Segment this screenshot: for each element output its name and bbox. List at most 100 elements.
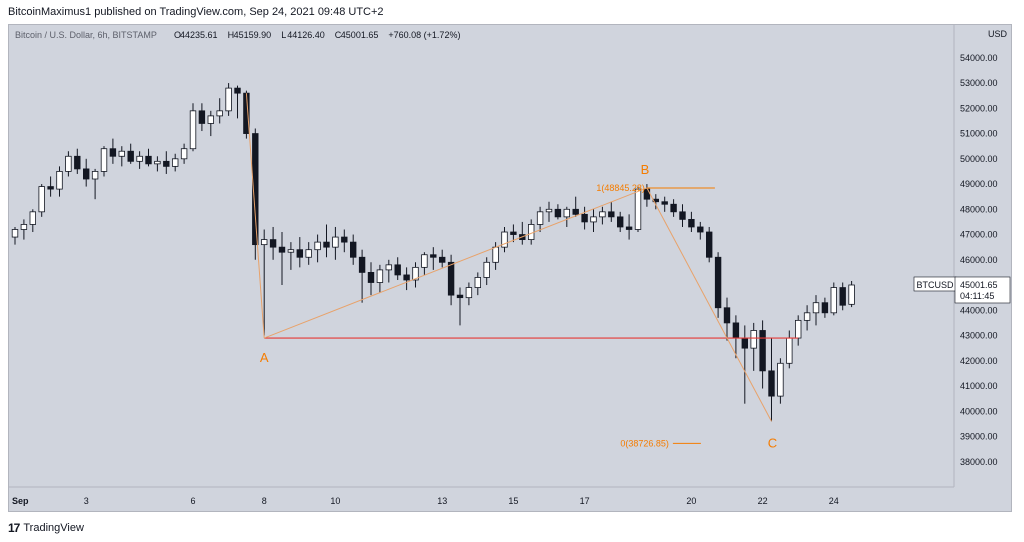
candle-body <box>394 264 401 276</box>
tradingview-logo-icon[interactable]: 17 <box>8 521 20 535</box>
candle-body <box>590 216 597 223</box>
wave-line-bc <box>646 187 772 422</box>
candle-body <box>430 254 437 258</box>
ohlc-low-tag: L <box>281 30 286 40</box>
y-tick-label: 47000.00 <box>960 230 998 240</box>
candle-body <box>367 272 375 283</box>
bar-countdown: 04:11:45 <box>960 291 994 301</box>
x-tick-label: 17 <box>580 496 590 506</box>
candle-body <box>528 224 535 240</box>
candle-body <box>661 201 668 205</box>
candle-body <box>803 312 811 321</box>
candle-body <box>554 208 562 218</box>
x-tick-label: 22 <box>758 496 768 506</box>
candle-body <box>750 330 757 349</box>
candle-body <box>56 171 63 190</box>
candle-body <box>768 370 775 397</box>
candle-body <box>599 211 606 218</box>
candle-body <box>839 287 846 306</box>
candle-body <box>572 208 579 215</box>
x-tick-label: 10 <box>330 496 340 506</box>
candle-body <box>11 229 19 238</box>
candle-body <box>421 254 428 268</box>
chart-panel[interactable]: 38000.00 39000.00 40000.00 41000.00 42000.00… <box>8 24 1012 512</box>
candle-body <box>617 216 624 228</box>
wave-label-a: A <box>260 350 269 365</box>
candle-body <box>83 168 90 180</box>
candle-body <box>821 302 829 314</box>
y-tick-label: 43000.00 <box>960 331 998 341</box>
candle-body <box>812 302 820 314</box>
candle-body <box>118 150 125 157</box>
x-tick-label: Sep <box>12 496 29 506</box>
x-tick-label: 20 <box>686 496 696 506</box>
ohlc-close-tag: C <box>335 30 342 40</box>
symbol-tag: BTCUSD <box>916 280 954 290</box>
ohlc-low: 44126.40 <box>287 30 325 40</box>
last-price-value: 45001.65 <box>960 280 998 290</box>
candle-body <box>732 322 740 339</box>
candle-body <box>510 231 517 235</box>
ohlc-change: +760.08 (+1.72%) <box>388 30 460 40</box>
x-tick-label: 6 <box>190 496 195 506</box>
candle-body <box>171 158 179 167</box>
candle-body <box>38 186 45 213</box>
brand-label[interactable]: TradingView <box>23 522 84 534</box>
y-tick-label: 41000.00 <box>960 381 998 391</box>
candle-body <box>688 218 695 228</box>
candle-body <box>608 211 615 218</box>
last-price-bg <box>954 276 1011 304</box>
candle-body <box>323 241 330 248</box>
candle-body <box>447 261 455 296</box>
candle-body <box>714 256 722 309</box>
wave-label-c: C <box>768 435 777 450</box>
candle-body <box>670 203 677 213</box>
candle-body <box>100 148 108 172</box>
y-tick-label: 53000.00 <box>960 78 998 88</box>
chart-background <box>9 25 1011 511</box>
y-tick-label: 46000.00 <box>960 255 998 265</box>
wave-line-pre-a <box>245 93 265 339</box>
candle-body <box>332 236 339 248</box>
candle-body <box>269 239 277 248</box>
fib-bottom-label: 0(38726.85) <box>620 438 669 448</box>
candlestick-chart[interactable]: 38000.00 39000.00 40000.00 41000.00 42000.00… <box>9 25 1012 512</box>
candle-body <box>65 155 72 172</box>
x-tick-label: 8 <box>262 496 267 506</box>
y-tick-label: 52000.00 <box>960 103 998 113</box>
candle-body <box>216 110 223 117</box>
candle-body <box>47 186 54 190</box>
candle-body <box>634 188 642 230</box>
fib-top-label: 1(48845.28) <box>596 183 645 193</box>
x-tick-label: 24 <box>829 496 839 506</box>
candle-body <box>679 211 686 220</box>
publisher-line: BitcoinMaximus1 published on TradingView… <box>8 6 384 18</box>
candle-body <box>278 246 286 253</box>
candle-body <box>545 208 553 213</box>
y-tick-label: 49000.00 <box>960 179 998 189</box>
candle-body <box>536 211 544 225</box>
candle-body <box>234 87 241 94</box>
candle-body <box>29 211 36 225</box>
candle-body <box>581 213 588 223</box>
currency-label: USD <box>988 29 1008 39</box>
y-tick-label: 38000.00 <box>960 457 998 467</box>
x-tick-label: 15 <box>508 496 518 506</box>
y-tick-label: 40000.00 <box>960 406 998 416</box>
candle-body <box>830 287 837 314</box>
candle-body <box>109 148 117 157</box>
candle-body <box>741 337 748 349</box>
candle-body <box>438 256 446 263</box>
candle-body <box>287 249 295 253</box>
candle-body <box>163 160 170 167</box>
candle-body <box>795 319 802 339</box>
candle-body <box>385 264 392 271</box>
y-tick-label: 42000.00 <box>960 356 998 366</box>
candle-body <box>305 249 312 258</box>
ohlc-close: 45001.65 <box>341 30 379 40</box>
candle-body <box>474 277 481 288</box>
ohlc-open: 44235.61 <box>180 30 218 40</box>
candle-body <box>180 148 188 160</box>
candle-body <box>786 337 793 364</box>
candle-body <box>652 198 659 203</box>
